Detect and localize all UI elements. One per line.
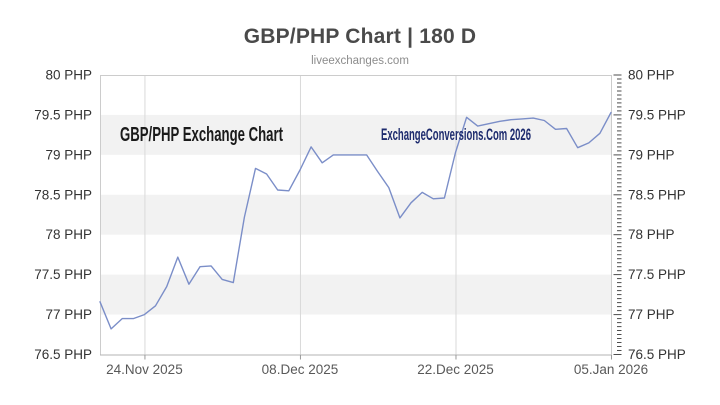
page-title: GBP/PHP Chart | 180 D — [243, 25, 477, 48]
watermark-exchangeconversions: ExchangeConversions.Com 2026 — [381, 125, 531, 144]
shaded-bands-layer — [100, 114, 611, 315]
y-axis-label-right: 79 PHP — [628, 147, 675, 162]
y-axis-label-left: 79 PHP — [45, 147, 92, 162]
y-axis-label-left: 78.5 PHP — [34, 187, 92, 202]
y-axis-label-right: 78 PHP — [628, 227, 675, 242]
y-axis-label-right: 76.5 PHP — [628, 347, 686, 362]
page-subtitle: liveexchanges.com — [311, 55, 409, 67]
y-axis-label-right: 80 PHP — [628, 68, 675, 83]
gridlines-layer — [144, 75, 457, 355]
gbp-php-price-line — [99, 111, 612, 330]
y-axis-label-right: 77.5 PHP — [628, 267, 686, 282]
y-axis-label-left: 78 PHP — [45, 227, 92, 242]
y-axis-label-left: 77.5 PHP — [34, 267, 92, 282]
shaded-band — [100, 274, 611, 315]
y-axis-label-left: 79.5 PHP — [34, 107, 92, 122]
y-axis-label-right: 78.5 PHP — [628, 187, 686, 202]
x-axis-label: 24.Nov 2025 — [106, 362, 183, 377]
y-axis-label-left: 80 PHP — [45, 68, 92, 83]
price-line-layer — [99, 111, 612, 330]
shaded-band — [100, 114, 611, 155]
x-axis-label: 08.Dec 2025 — [262, 362, 339, 377]
y-axis-label-left: 76.5 PHP — [34, 347, 92, 362]
axes-layer: 80 PHP 80 PHP 79.5 PHP 79.5 PHP 79 PHP 79 PHP… — [34, 68, 686, 378]
y-axis-label-right: 77 PHP — [628, 307, 675, 322]
y-axis-label-left: 77 PHP — [45, 307, 92, 322]
x-axis-label: 05.Jan 2026 — [574, 362, 648, 377]
watermark-exchange-chart: GBP/PHP Exchange Chart — [120, 124, 283, 146]
shaded-band — [100, 194, 611, 235]
x-axis-label: 22.Dec 2025 — [417, 362, 494, 377]
y-axis-label-right: 79.5 PHP — [628, 107, 686, 122]
